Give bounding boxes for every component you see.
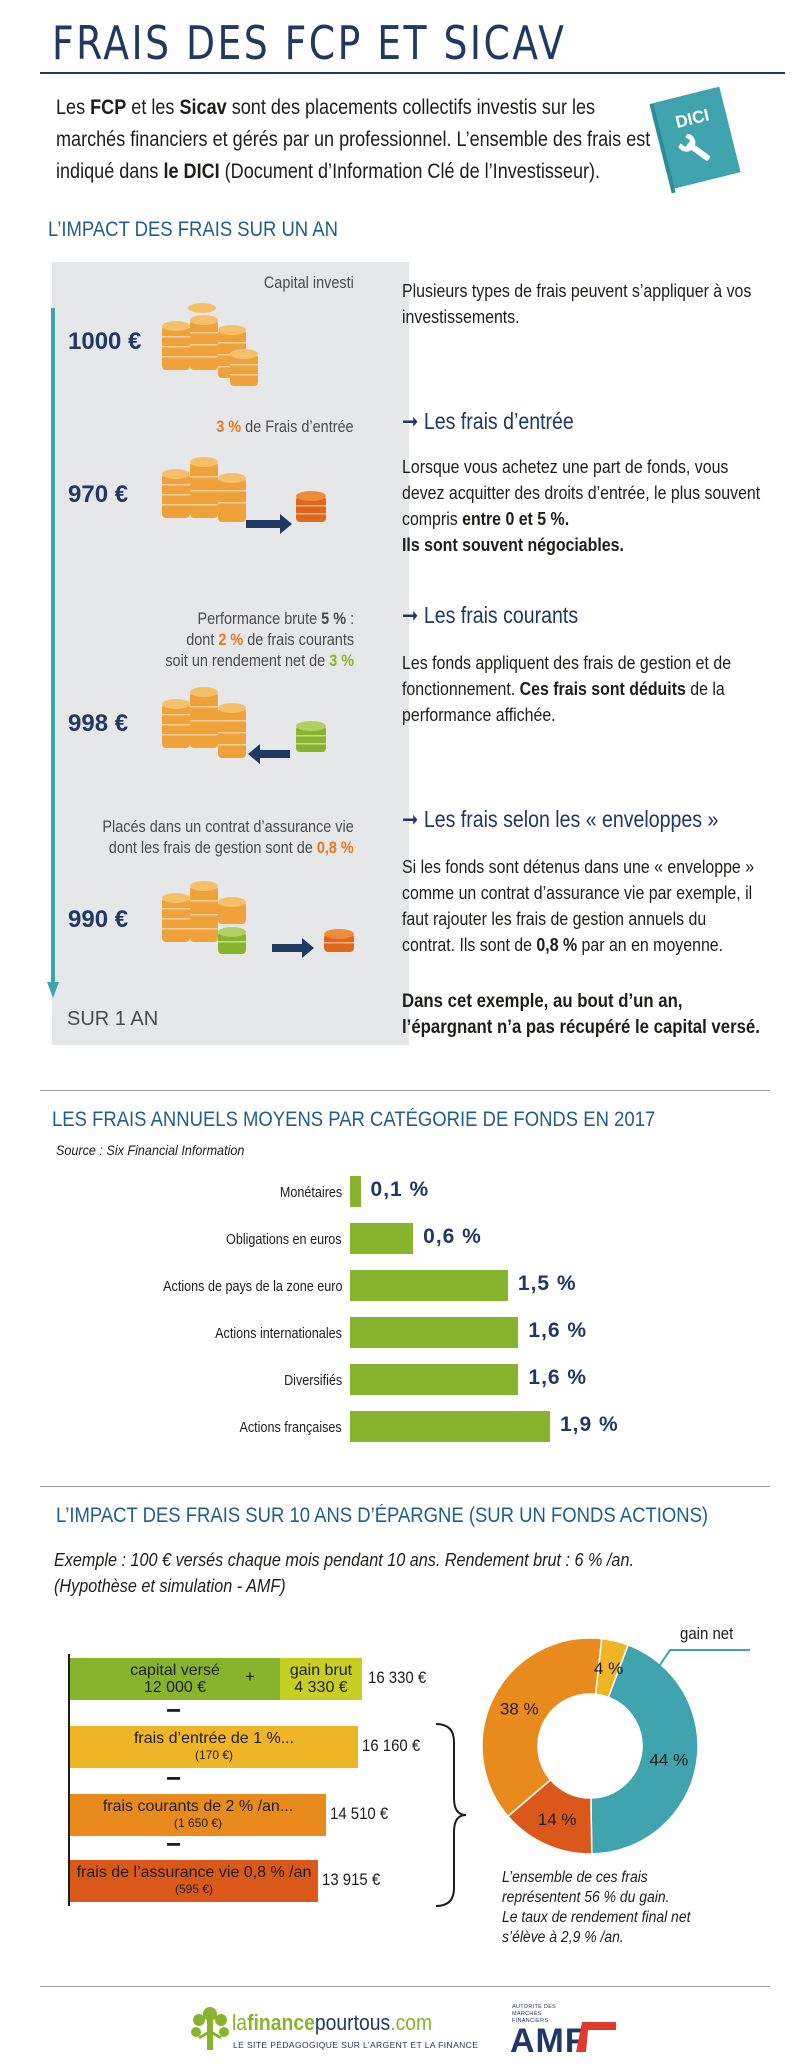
- timeline-arrow-icon: [47, 308, 59, 998]
- bars-axis: [68, 1654, 70, 1906]
- fee-bar: [350, 1176, 361, 1207]
- minus-sign: −: [166, 1829, 182, 1859]
- bar-value-label: 0,6 %: [423, 1225, 482, 1248]
- bar-category-label: Actions internationales: [215, 1325, 342, 1342]
- arrow-right-icon: ➞: [402, 408, 424, 434]
- gain-pointer-line: [646, 1649, 750, 1687]
- coins-performance-icon: [162, 687, 326, 764]
- bar-value-label: 1,6 %: [528, 1319, 588, 1342]
- envelope-fees-heading: ➞ Les frais selon les « enveloppes »: [402, 806, 719, 832]
- total-13915: 13 915 €: [322, 1870, 381, 1889]
- fee-bar: [350, 1411, 550, 1442]
- title-divider: [40, 72, 785, 74]
- donut-slice-label: 14 %: [538, 1810, 577, 1829]
- current-fees-text: Les fonds appliquent des frais de gestio…: [402, 652, 732, 725]
- annual-fees-source: Source : Six Financial Information: [56, 1142, 245, 1158]
- brand-tagline: LE SITE PÉDAGOGIQUE SUR L’ARGENT ET LA F…: [233, 2040, 479, 2050]
- total-16330: 16 330 €: [368, 1668, 427, 1687]
- total-16160: 16 160 €: [362, 1736, 421, 1755]
- dici-document-icon: DICI: [649, 86, 742, 194]
- intro-paragraph: Les FCP et les Sicav sont des placements…: [56, 96, 651, 183]
- gain-net-label: gain net: [680, 1624, 734, 1643]
- bar-category-label: Actions françaises: [239, 1419, 342, 1436]
- amount-998: 998 €: [68, 710, 129, 737]
- plus-sign: +: [245, 1667, 255, 1686]
- section-divider: [40, 1486, 770, 1487]
- fee-bar: [350, 1364, 519, 1395]
- arrow-right-icon: ➞: [402, 806, 424, 832]
- amf-caption: AUTORITÉ DES MARCHÉS FINANCIERS: [512, 2004, 557, 2024]
- gain-brut-bar: gain brut 4 330 €: [280, 1658, 362, 1700]
- period-label: SUR 1 AN: [67, 1008, 159, 1030]
- gain-donut-chart: 44 % 14 % 38 % 4 %: [481, 1637, 699, 1855]
- entry-fee-label: 3 % de Frais d’entrée: [216, 417, 354, 436]
- tree-logo-icon: [191, 2007, 229, 2050]
- entry-fees-text: Lorsque vous achetez une part de fonds, …: [402, 456, 761, 555]
- performance-label: Performance brute 5 % : dont 2 % de frai…: [165, 609, 354, 670]
- envelope-fees-text: Si les fonds sont détenus dans une « env…: [402, 856, 755, 955]
- example-line-1: Exemple : 100 € versés chaque mois penda…: [54, 1550, 634, 1570]
- donut-slice: [481, 1637, 603, 1818]
- current-fee-bar: frais courants de 2 % /an... (1 650 €): [70, 1794, 326, 1836]
- ten-years-title: L’IMPACT DES FRAIS SUR 10 ANS D’ÉPARGNE …: [56, 1504, 709, 1527]
- insurance-fee-bar: frais de l’assurance vie 0,8 % /an (595 €…: [70, 1860, 318, 1902]
- donut-slice-label: 38 %: [500, 1700, 539, 1719]
- example-line-2: (Hypothèse et simulation - AMF): [54, 1576, 286, 1596]
- intro-right-text: Plusieurs types de frais peuvent s’appli…: [402, 280, 752, 327]
- bar-value-label: 1,9 %: [560, 1413, 619, 1436]
- bar-value-label: 1,5 %: [517, 1272, 577, 1295]
- conclusion-text: Dans cet exemple, au bout d’un an, l’épa…: [402, 990, 760, 1038]
- lafinancepourtous-logo[interactable]: lafinancepourtous.com: [232, 2010, 433, 2035]
- footer-divider: [40, 1986, 770, 1987]
- bar-value-label: 1,6 %: [528, 1366, 588, 1389]
- minus-sign: −: [166, 1695, 182, 1725]
- amf-logo-accent: [576, 2022, 616, 2052]
- total-14510: 14 510 €: [330, 1804, 389, 1823]
- entry-fees-heading: ➞ Les frais d’entrée: [402, 408, 574, 434]
- impact-one-year-title: L’IMPACT DES FRAIS SUR UN AN: [48, 218, 338, 241]
- page-title: FRAIS DES FCP ET SICAV: [52, 16, 567, 70]
- donut-slice: [594, 1637, 630, 1699]
- capital-verse-bar: capital versé 12 000 €: [70, 1658, 280, 1700]
- bar-category-label: Actions de pays de la zone euro: [162, 1278, 342, 1295]
- donut-slice-label: 44 %: [649, 1751, 688, 1770]
- coin-group: [162, 303, 258, 386]
- brace-icon: [435, 1723, 467, 1907]
- donut-slice-label: 4 %: [594, 1659, 623, 1678]
- arrow-right-icon: ➞: [402, 602, 424, 628]
- fee-bar: [350, 1317, 519, 1348]
- amount-990: 990 €: [68, 906, 129, 933]
- section-divider: [40, 1090, 770, 1091]
- bar-value-label: 0,1 %: [370, 1178, 430, 1201]
- donut-slice: [590, 1643, 699, 1855]
- insurance-label: Placés dans un contrat d’assurance vie d…: [102, 817, 354, 857]
- amount-1000: 1000 €: [68, 328, 142, 355]
- amf-logo[interactable]: AMF: [510, 2022, 587, 2060]
- current-fees-heading: ➞ Les frais courants: [402, 602, 579, 628]
- minus-sign: −: [166, 1763, 182, 1793]
- capital-label: Capital investi: [264, 273, 354, 292]
- bar-category-label: Diversifiés: [283, 1372, 342, 1389]
- amount-970: 970 €: [68, 481, 129, 508]
- annual-fees-title: LES FRAIS ANNUELS MOYENS PAR CATÉGORIE D…: [52, 1108, 656, 1131]
- fee-bar: [350, 1223, 414, 1254]
- donut-footnote: L’ensemble de ces frais représentent 56 …: [502, 1869, 691, 1946]
- fee-bar: [350, 1270, 508, 1301]
- bar-category-label: Obligations en euros: [226, 1231, 342, 1248]
- coins-insurance-icon: [162, 881, 354, 958]
- bar-category-label: Monétaires: [279, 1184, 342, 1201]
- coins-entry-fee-icon: [162, 457, 326, 534]
- coins-stack-icon: [162, 303, 258, 386]
- entry-fee-bar: frais d’entrée de 1 %... (170 €): [70, 1726, 358, 1768]
